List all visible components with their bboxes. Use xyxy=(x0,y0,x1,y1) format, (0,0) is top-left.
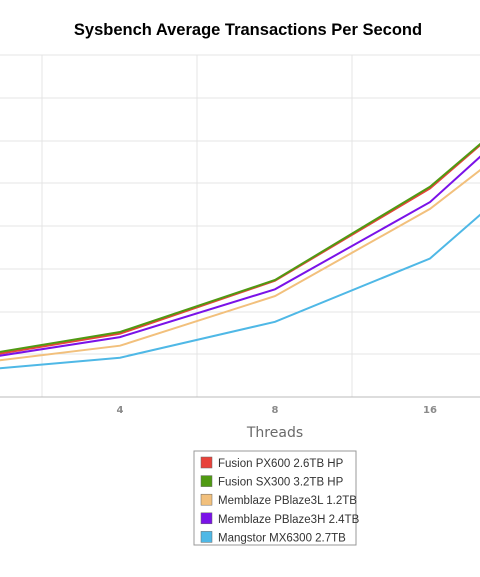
legend-swatch xyxy=(200,531,213,543)
x-tick-label: 8 xyxy=(272,405,279,416)
legend: Fusion PX600 2.6TB HP Fusion SX300 3.2TB … xyxy=(193,450,360,546)
series-line-3 xyxy=(0,169,480,362)
legend-label: Memblaze PBlaze3H 2.4TB xyxy=(218,514,360,526)
x-tick-label: 16 xyxy=(423,405,437,416)
legend-swatch xyxy=(200,493,213,506)
series-lines xyxy=(0,142,480,370)
x-axis-ticks: 4 8 16 xyxy=(117,405,437,416)
grid xyxy=(0,54,480,398)
series-line-5 xyxy=(0,213,480,370)
series-line-1 xyxy=(0,144,480,355)
legend-label: Mangstor MX6300 2.7TB xyxy=(218,532,346,544)
legend-label: Memblaze PBlaze3L 1.2TB xyxy=(218,495,357,507)
legend-label: Fusion SX300 3.2TB HP xyxy=(218,477,344,489)
series-line-4 xyxy=(0,155,480,357)
x-axis-title: Threads xyxy=(246,425,303,441)
legend-label: Fusion PX600 2.6TB HP xyxy=(218,458,344,470)
chart-title: Sysbench Average Transactions Per Second xyxy=(74,21,422,39)
legend-swatch xyxy=(200,475,213,487)
legend-box xyxy=(193,450,357,546)
legend-swatch xyxy=(200,456,213,469)
legend-swatch xyxy=(200,512,213,525)
series-line-2 xyxy=(0,142,480,353)
x-tick-label: 4 xyxy=(117,405,124,416)
